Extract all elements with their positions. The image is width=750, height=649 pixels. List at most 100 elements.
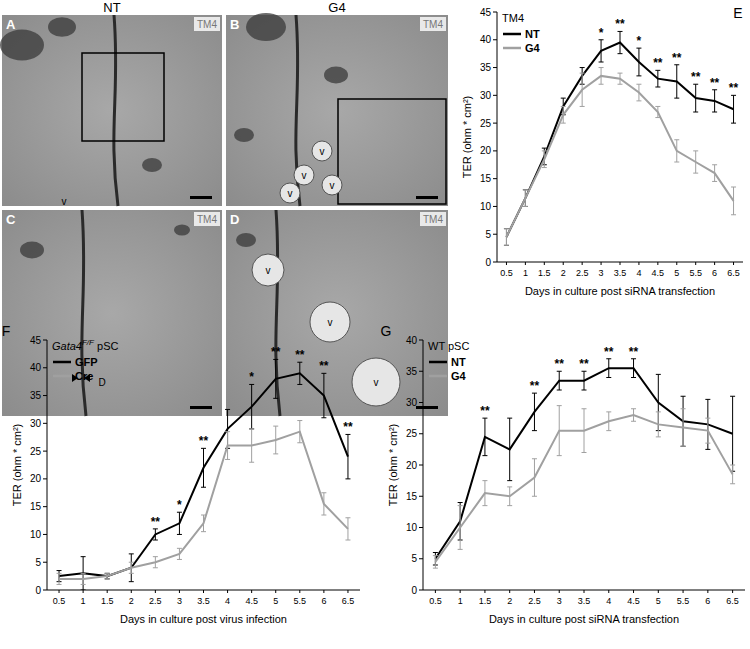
error-bar: [504, 229, 509, 246]
chart: G05101520253035400.511.522.533.544.555.5…: [381, 323, 745, 625]
x-tick-label: 6: [705, 596, 710, 606]
inset-box: [338, 99, 446, 204]
x-tick-label: 6: [712, 268, 717, 278]
legend-swatch: [503, 47, 521, 50]
y-tick-label: 30: [30, 418, 42, 429]
error-bar: [297, 362, 302, 384]
x-tick-label: 5: [656, 596, 661, 606]
error-bar: [693, 151, 698, 173]
scale-bar: [190, 406, 212, 409]
significance: **: [343, 420, 353, 434]
y-tick-label: 5: [35, 557, 41, 568]
x-tick-label: 3.5: [614, 268, 627, 278]
x-tick-label: 4.5: [627, 596, 640, 606]
error-bar: [580, 73, 585, 106]
y-tick-label: 0: [411, 585, 417, 596]
panel-letter: A: [6, 17, 16, 32]
panel-letter: D: [230, 212, 239, 227]
error-bar: [105, 573, 110, 579]
legend-entry: G4: [525, 42, 541, 54]
image-annotation: v: [328, 317, 333, 328]
vesicle: [294, 165, 314, 185]
x-tick: [638, 262, 639, 265]
error-bar: [712, 165, 717, 182]
significance: **: [615, 17, 625, 31]
error-bar: [561, 106, 566, 123]
significance: **: [271, 345, 281, 359]
legend-swatch: [53, 375, 71, 378]
x-tick: [563, 262, 564, 265]
error-bar: [606, 359, 611, 378]
x-tick: [683, 590, 684, 593]
significance: **: [672, 51, 682, 65]
x-tick-label: 4: [225, 596, 230, 606]
y-tick: [419, 371, 423, 372]
error-bar: [656, 412, 661, 437]
x-tick-label: 0.5: [429, 596, 442, 606]
x-tick: [559, 590, 560, 593]
membrane: [82, 210, 86, 416]
x-tick: [83, 590, 84, 593]
y-tick-label: 15: [480, 173, 492, 184]
x-tick: [179, 590, 180, 593]
error-bar: [705, 399, 710, 449]
x-tick: [107, 590, 108, 593]
error-bar: [582, 409, 587, 453]
error-bar: [599, 40, 604, 62]
error-bar: [177, 512, 182, 534]
image-annotation: v: [288, 188, 293, 199]
error-bar: [599, 68, 604, 85]
error-bar: [731, 95, 736, 123]
scale-bar: [416, 406, 438, 409]
image-annotation: v: [330, 180, 335, 191]
legend-swatch: [53, 361, 71, 364]
x-tick: [657, 262, 658, 265]
y-tick: [493, 95, 497, 96]
x-tick: [484, 590, 485, 593]
x-tick-label: 6: [321, 596, 326, 606]
x-tick-label: 2: [129, 596, 134, 606]
error-bar: [345, 434, 350, 478]
tag-bg: [194, 17, 220, 31]
y-tick-label: 45: [30, 335, 42, 346]
x-tick-label: 2.5: [149, 596, 162, 606]
error-bar: [731, 187, 736, 215]
y-axis-label: TER (ohm * cm²): [461, 96, 473, 179]
micrograph: vvvvBTM4: [226, 13, 448, 206]
x-tick: [203, 590, 204, 593]
vesicle: [352, 358, 400, 406]
panel-letter: C: [6, 212, 16, 227]
chromatin: [324, 67, 348, 84]
error-bar: [636, 48, 641, 76]
image-tag: TM4: [423, 214, 443, 225]
significance: **: [151, 515, 161, 529]
series-line: [59, 373, 348, 576]
error-bar: [273, 359, 278, 398]
error-bar: [249, 429, 254, 462]
x-tick: [525, 262, 526, 265]
legend-swatch: [429, 361, 447, 364]
vesicle: [312, 141, 332, 161]
x-tick-label: 0.5: [53, 596, 66, 606]
error-bar: [618, 73, 623, 84]
error-bar: [458, 506, 463, 550]
x-tick: [227, 590, 228, 593]
x-tick-label: 1: [523, 268, 528, 278]
x-tick: [59, 590, 60, 593]
y-tick: [419, 340, 423, 341]
y-tick-label: 40: [480, 34, 492, 45]
y-tick: [493, 178, 497, 179]
y-tick: [43, 478, 47, 479]
significance: **: [555, 357, 565, 371]
image-annotation: v: [266, 265, 271, 276]
significance: **: [579, 357, 589, 371]
error-bar: [153, 529, 158, 540]
chart: F0510152025303540450.511.522.533.544.555…: [2, 323, 360, 625]
x-tick-label: 5.5: [689, 268, 702, 278]
y-tick: [493, 262, 497, 263]
y-tick-label: 20: [406, 460, 418, 471]
x-tick: [608, 590, 609, 593]
error-bar: [542, 151, 547, 168]
scale-bar: [416, 196, 438, 199]
y-tick-label: 25: [480, 118, 492, 129]
